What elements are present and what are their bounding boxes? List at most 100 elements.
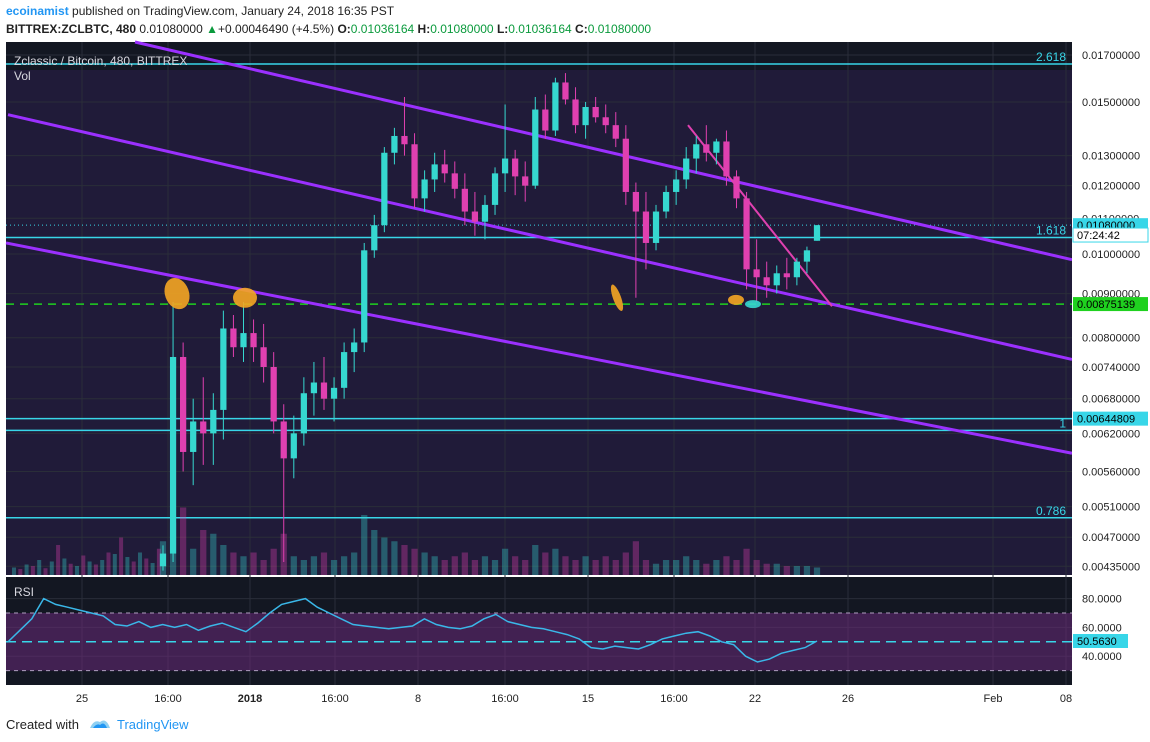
rsi-tick-label: 40.0000 (1082, 651, 1122, 663)
fib-level-label: 1.618 (1036, 224, 1066, 238)
candle-body (612, 125, 619, 139)
volume-bar (230, 552, 237, 575)
volume-bar (441, 560, 448, 575)
price-tick-label: 0.01300000 (1082, 151, 1140, 163)
volume-bar (381, 537, 388, 575)
volume-bar (683, 556, 690, 575)
volume-bar (652, 563, 660, 575)
volume-bar (371, 530, 378, 575)
candle-body (421, 179, 428, 199)
volume-bar (602, 556, 609, 575)
candle-body (703, 144, 710, 153)
volume-bar (250, 552, 257, 575)
candle-body (351, 342, 358, 353)
volume-bar (93, 564, 98, 575)
volume-bar (30, 566, 35, 575)
candle-body (673, 179, 680, 192)
candle-body (361, 250, 368, 343)
candle-body (783, 273, 790, 278)
volume-bar (431, 556, 438, 575)
volume-bar (210, 533, 217, 575)
candle-body (683, 158, 690, 180)
volume-bar (713, 560, 720, 575)
candle-body (340, 352, 348, 388)
candle-body (159, 553, 167, 567)
candle-body (632, 191, 640, 212)
open-value: 0.01036164 (350, 22, 415, 36)
candle-body (220, 328, 227, 410)
volume-bar (81, 555, 86, 575)
candle-body (290, 433, 297, 459)
fib-level-label: 0.786 (1036, 504, 1066, 518)
volume-bar (190, 548, 197, 575)
candle-body (250, 333, 257, 348)
candle-body (723, 141, 730, 177)
time-tick-label: Feb (984, 693, 1003, 705)
volume-bar (180, 507, 187, 575)
candle-body (622, 138, 629, 192)
volume-bar (592, 560, 599, 575)
candle-body (330, 387, 338, 399)
time-axis[interactable]: 25 16:00 2018 16:00 8 16:00 15 16:00 22 26 Feb 08 (76, 693, 1072, 705)
highlight-marker (164, 277, 190, 310)
ohlc-line: BITTREX:ZCLBTC, 480 0.01080000 ▲+0.00046… (6, 22, 651, 36)
volume-bar (37, 560, 42, 575)
volume-bar (240, 556, 247, 575)
volume-bar (361, 515, 368, 575)
volume-bar (783, 566, 790, 575)
volume-bar (62, 558, 67, 575)
price-label-text: 0.00875139 (1077, 299, 1135, 311)
last-price: 0.01080000 (139, 22, 203, 36)
volume-bar (642, 560, 650, 575)
candle-body (542, 109, 549, 131)
time-tick-label: 25 (76, 693, 88, 705)
volume-bar (451, 556, 458, 575)
candle-body (813, 225, 821, 241)
volume-bar (622, 552, 629, 575)
volume-bars (12, 507, 821, 575)
volume-bar (532, 545, 539, 575)
footer: Created with TradingView (0, 706, 1150, 742)
author-link[interactable]: ecoinamist (6, 4, 69, 18)
volume-bar (572, 560, 579, 575)
volume-bar (260, 560, 267, 575)
tradingview-brand[interactable]: TradingView (117, 717, 189, 732)
volume-bar (673, 560, 680, 575)
volume-bar (351, 552, 358, 575)
trend-line (687, 124, 833, 307)
candle-body (592, 106, 599, 118)
candle-body (310, 382, 318, 394)
rsi-legend: RSI (14, 585, 34, 599)
volume-bar (340, 556, 348, 575)
volume-bar (803, 566, 811, 575)
candle-body (461, 188, 468, 212)
symbol-timeframe: BITTREX:ZCLBTC, 480 (6, 22, 137, 36)
high-value: 0.01080000 (430, 22, 494, 36)
price-axis-bg (1072, 40, 1150, 706)
tradingview-logo-icon[interactable] (88, 716, 112, 732)
price-tick-label: 0.00740000 (1082, 362, 1140, 374)
time-tick-label: 16:00 (660, 693, 688, 705)
volume-bar (87, 561, 92, 575)
time-tick-label: 16:00 (154, 693, 182, 705)
volume-bar (582, 556, 589, 575)
volume-bar (723, 556, 730, 575)
candle-body (371, 225, 378, 251)
change-value: +0.00046490 (+4.5%) (218, 22, 335, 36)
chart-title: Zclassic / Bitcoin, 480, BITTREX (14, 54, 187, 68)
price-tick-label: 0.01700000 (1082, 50, 1140, 62)
fib-level-label: 1 (1059, 416, 1066, 430)
time-tick-label: 15 (582, 693, 594, 705)
volume-bar (119, 537, 124, 575)
open-label: O: (337, 22, 351, 36)
candle-body (642, 211, 650, 243)
highlight-marker (745, 300, 761, 309)
price-axis[interactable]: 0.01700000 0.01500000 0.01300000 0.01200000… (1072, 40, 1150, 706)
candle-body (763, 277, 770, 286)
price-label-box (1073, 297, 1148, 312)
candle-body (773, 273, 780, 286)
created-with: Created with (6, 717, 79, 732)
candle-body (602, 117, 609, 126)
volume-bar (612, 560, 619, 575)
